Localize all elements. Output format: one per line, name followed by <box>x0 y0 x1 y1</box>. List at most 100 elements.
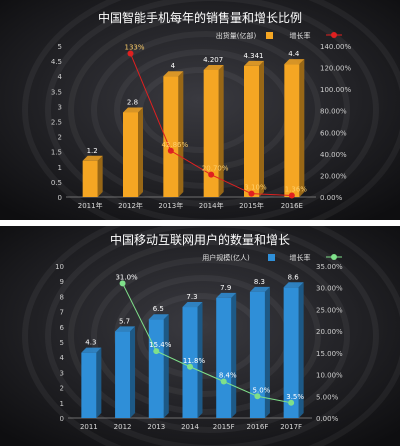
left-axis-tick-label: 2.5 <box>51 119 62 127</box>
left-axis-tick-label: 3 <box>60 369 64 377</box>
bar-value-label: 4.207 <box>203 56 223 64</box>
bar-top <box>148 314 169 320</box>
x-axis-category-label: 2014年 <box>199 201 224 210</box>
growth-point <box>288 399 295 406</box>
right-axis-tick-label: 25.00% <box>316 306 343 314</box>
panel-divider <box>0 220 400 226</box>
left-axis-tick-label: 1 <box>60 400 64 408</box>
legend-label-line: 增长率 <box>290 253 311 262</box>
background-swirl <box>68 239 350 433</box>
left-axis-tick-label: 2 <box>60 385 64 393</box>
bar-value-label: 1.2 <box>87 147 98 155</box>
bar-side <box>178 71 184 197</box>
growth-point <box>153 348 160 355</box>
growth-point <box>119 280 126 287</box>
growth-value-label: 133% <box>124 44 144 52</box>
bar <box>115 331 131 418</box>
left-axis-tick-label: 3.5 <box>51 88 62 96</box>
left-axis-tick-label: 5 <box>58 43 62 51</box>
left-axis-tick-label: 8 <box>60 293 64 301</box>
bar-side <box>130 326 136 418</box>
bar <box>216 297 232 418</box>
bar-value-label: 4 <box>171 62 176 70</box>
x-axis-category-label: 2014 <box>181 423 199 431</box>
bar-top <box>216 292 237 298</box>
right-axis-tick-label: 140.00% <box>320 43 351 51</box>
left-axis-tick-label: 10 <box>55 263 64 271</box>
bar-side <box>97 155 103 197</box>
bar-side <box>197 302 203 418</box>
x-axis-category-label: 2011年 <box>78 201 103 210</box>
right-axis-tick-label: 20.00% <box>320 172 347 180</box>
growth-point <box>254 393 261 400</box>
growth-value-label: 3.5% <box>286 393 304 401</box>
background-swirl <box>68 13 350 207</box>
bar-top <box>284 59 305 65</box>
x-axis-category-label: 2011 <box>80 423 98 431</box>
right-axis-tick-label: 120.00% <box>320 65 351 73</box>
bar <box>284 64 300 198</box>
legend-swatch-bars <box>266 32 273 39</box>
background-swirl <box>45 0 379 220</box>
right-axis-tick-label: 5.00% <box>316 393 339 401</box>
bar-value-label: 4.3 <box>85 339 96 347</box>
bar-value-label: 2.8 <box>127 98 138 106</box>
legend-marker-line <box>331 32 337 38</box>
bar-side <box>298 282 304 418</box>
background-swirl <box>91 257 321 415</box>
bar-top <box>115 326 136 332</box>
left-axis-tick-label: 1.5 <box>51 149 62 157</box>
bar-value-label: 8.6 <box>288 273 300 281</box>
bar-side <box>259 60 264 198</box>
left-axis-tick-label: 0 <box>60 415 64 423</box>
left-axis-tick-label: 0 <box>58 194 62 202</box>
right-axis-tick-label: 40.00% <box>320 151 347 159</box>
left-axis-tick-label: 4 <box>58 73 63 81</box>
x-axis-category-label: 2012年 <box>118 201 143 210</box>
bar-value-label: 4.4 <box>288 50 300 58</box>
growth-point <box>248 190 255 197</box>
x-axis-category-label: 2017F <box>280 423 302 431</box>
bar-top <box>249 286 270 292</box>
left-axis-tick-label: 7 <box>60 309 64 317</box>
left-axis-tick-label: 5 <box>60 339 64 347</box>
bar-value-label: 7.3 <box>186 293 197 301</box>
right-axis-tick-label: 0.00% <box>320 194 343 202</box>
growth-point <box>127 50 134 57</box>
left-axis-tick-label: 9 <box>60 278 64 286</box>
growth-value-label: 42.86% <box>161 141 188 149</box>
bar-side <box>264 286 270 418</box>
left-axis-tick-label: 4 <box>60 354 65 362</box>
bar-side <box>218 64 224 197</box>
x-axis-category-label: 2016E <box>281 202 303 210</box>
bar-side <box>231 292 237 418</box>
right-axis-tick-label: 60.00% <box>320 129 347 137</box>
growth-value-label: 1.36% <box>285 186 308 194</box>
growth-value-label: 5.0% <box>253 386 271 394</box>
growth-point <box>167 147 174 154</box>
right-axis-tick-label: 35.00% <box>316 263 343 271</box>
smartphone-sales-chart: 中国智能手机每年的销售量和增长比例 出货量(亿部) 增长率 0 0.5 1 1.5 2 2.5 3… <box>0 0 400 220</box>
chart-title: 中国移动互联网用户的数量和增长 <box>110 232 290 247</box>
bar-top <box>163 71 184 77</box>
growth-line <box>122 283 292 404</box>
bar-side <box>138 107 143 197</box>
x-axis-category-label: 2012 <box>114 423 132 431</box>
x-axis-category-label: 2013年 <box>158 201 183 210</box>
bar-top <box>123 107 143 113</box>
left-axis-tick-label: 4.5 <box>51 58 62 66</box>
right-axis-tick-label: 30.00% <box>316 285 343 293</box>
growth-value-label: 31.0% <box>115 273 138 281</box>
right-axis-tick-label: 10.00% <box>316 372 343 380</box>
bar-side <box>163 314 169 418</box>
bar-value-label: 5.7 <box>119 317 130 325</box>
bar <box>81 352 97 418</box>
bar-top <box>244 60 264 66</box>
growth-point <box>220 378 227 385</box>
bar <box>182 307 198 418</box>
legend-label-bars: 出货量(亿部) <box>216 31 257 40</box>
background-swirl <box>45 226 379 446</box>
bar-top <box>203 64 224 70</box>
bar-top <box>283 282 304 288</box>
